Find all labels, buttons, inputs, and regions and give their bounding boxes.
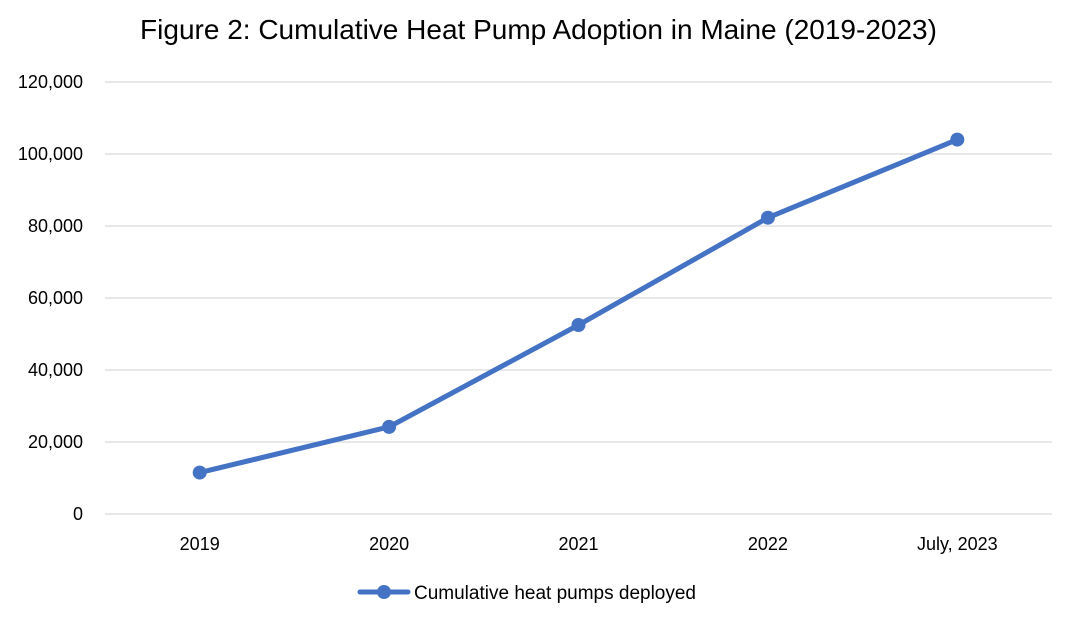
data-point [760, 210, 775, 225]
x-tick-label: 2021 [558, 534, 598, 554]
data-point [192, 465, 207, 480]
data-point [950, 132, 965, 147]
legend: Cumulative heat pumps deployed [357, 583, 696, 604]
x-tick-label: July, 2023 [917, 534, 998, 554]
data-point [382, 419, 397, 434]
legend-label: Cumulative heat pumps deployed [414, 583, 696, 604]
x-axis: 2019 2020 2021 2022 July, 2023 [180, 534, 998, 554]
gridlines [105, 81, 1052, 515]
y-tick-label: 20,000 [28, 432, 83, 452]
y-tick-label: 0 [73, 504, 83, 524]
y-tick-label: 80,000 [28, 216, 83, 236]
chart-title: Figure 2: Cumulative Heat Pump Adoption … [140, 14, 937, 45]
legend-marker [377, 585, 391, 599]
y-tick-label: 100,000 [18, 144, 83, 164]
data-point [571, 318, 586, 332]
x-tick-label: 2020 [369, 534, 409, 554]
x-tick-label: 2019 [180, 534, 220, 554]
series-group [192, 132, 965, 480]
series-line [197, 137, 960, 476]
y-tick-label: 40,000 [28, 360, 83, 380]
x-tick-label: 2022 [748, 534, 788, 554]
y-tick-label: 120,000 [18, 72, 83, 92]
y-tick-label: 60,000 [28, 288, 83, 308]
y-axis: 0 20,000 40,000 60,000 80,000 100,000 120,000 [18, 72, 83, 524]
